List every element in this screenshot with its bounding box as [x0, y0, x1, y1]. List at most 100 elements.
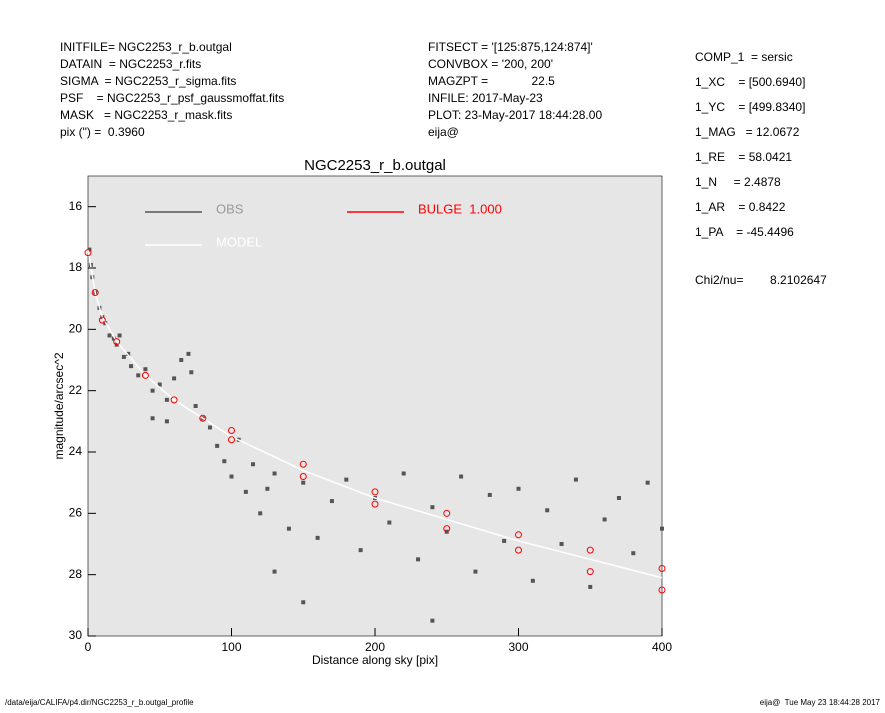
- header-line: INITFILE= NGC2253_r_b.outgal: [60, 40, 232, 54]
- bulge-point: [84, 249, 92, 257]
- bulge-point: [371, 500, 379, 508]
- bulge-point: [170, 396, 178, 404]
- obs-point: [265, 486, 270, 491]
- obs-point: [530, 578, 535, 583]
- obs-point: [222, 459, 227, 464]
- obs-point: [150, 388, 155, 393]
- param-line: 1_N = 2.4878: [695, 175, 781, 189]
- obs-point: [272, 471, 277, 476]
- x-tick-label: 400: [652, 640, 672, 654]
- y-tick-label: 26: [69, 506, 83, 520]
- header-line: PSF = NGC2253_r_psf_gaussmoffat.fits: [60, 91, 284, 105]
- bulge-point: [113, 338, 121, 346]
- obs-point: [473, 569, 478, 574]
- header-line: DATAIN = NGC2253_r.fits: [60, 57, 201, 71]
- obs-point: [286, 526, 291, 531]
- obs-point: [251, 462, 256, 467]
- y-tick-label: 18: [69, 260, 83, 274]
- obs-point: [559, 542, 564, 546]
- data-layer: [84, 247, 666, 623]
- obs-point: [660, 526, 664, 531]
- bulge-point: [515, 531, 522, 539]
- bulge-point: [658, 565, 666, 573]
- obs-point: [150, 416, 155, 421]
- obs-point: [143, 367, 148, 372]
- obs-point: [588, 584, 593, 589]
- header-line: FITSECT = '[125:875,124:874]': [428, 40, 593, 54]
- header-line: PLOT: 23-May-2017 18:44:28.00: [428, 108, 602, 122]
- obs-point: [129, 364, 134, 369]
- legend-label: OBS: [216, 201, 244, 216]
- obs-point: [315, 535, 320, 540]
- header-line: SIGMA = NGC2253_r_sigma.fits: [60, 74, 236, 88]
- bulge-point: [443, 509, 451, 517]
- obs-point: [344, 477, 349, 482]
- obs-point: [243, 489, 248, 494]
- bulge-point: [228, 436, 235, 444]
- y-tick-label: 16: [69, 199, 83, 213]
- obs-point: [164, 419, 169, 424]
- obs-point: [502, 538, 507, 543]
- obs-point: [193, 404, 198, 408]
- bulge-point: [299, 460, 307, 468]
- param-line: 1_AR = 0.8422: [695, 200, 786, 214]
- x-axis-label: Distance along sky [pix]: [312, 653, 438, 667]
- header-line: CONVBOX = '200, 200': [428, 57, 553, 71]
- chi2: Chi2/nu= 8.2102647: [695, 273, 827, 287]
- obs-point: [189, 370, 194, 375]
- x-tick-label: 300: [508, 640, 528, 654]
- obs-point: [430, 505, 435, 510]
- obs-point: [401, 471, 406, 476]
- bulge-point: [515, 546, 522, 554]
- bulge-point: [91, 289, 99, 297]
- param-line: 1_MAG = 12.0672: [695, 125, 800, 139]
- header-line: MASK = NGC2253_r_mask.fits: [60, 108, 232, 122]
- bulge-point: [299, 473, 307, 481]
- chart-title: NGC2253_r_b.outgal: [304, 157, 446, 174]
- obs-point: [387, 520, 392, 525]
- obs-point: [117, 333, 122, 338]
- obs-point: [111, 336, 116, 341]
- param-line: 1_YC = [499.8340]: [695, 100, 805, 114]
- x-tick-label: 0: [85, 640, 92, 654]
- y-tick-label: 30: [69, 628, 83, 642]
- obs-point: [121, 354, 126, 359]
- obs-point: [329, 499, 334, 504]
- obs-point: [136, 373, 141, 378]
- bulge-point: [141, 371, 149, 379]
- param-line: COMP_1 = sersic: [695, 50, 793, 64]
- header-line: eija@: [428, 125, 459, 139]
- obs-point: [459, 474, 464, 479]
- bulge-point: [443, 525, 451, 533]
- header-line: MAGZPT = 22.5: [428, 74, 555, 88]
- bulge-point: [586, 546, 594, 554]
- obs-point: [179, 358, 184, 362]
- obs-point: [416, 557, 421, 562]
- obs-point: [645, 480, 650, 485]
- obs-point: [516, 486, 521, 491]
- legend-label: BULGE 1.000: [418, 201, 502, 216]
- obs-point: [301, 600, 306, 605]
- bulge-point: [371, 488, 379, 496]
- obs-point: [358, 548, 363, 553]
- obs-point: [301, 480, 306, 485]
- obs-point: [272, 569, 277, 574]
- header-line: pix (") = 0.3960: [60, 125, 145, 139]
- y-tick-label: 20: [69, 322, 83, 336]
- bulge-point: [586, 568, 594, 576]
- obs-point: [631, 551, 636, 556]
- bulge-point: [658, 586, 666, 594]
- param-line: 1_RE = 58.0421: [695, 150, 792, 164]
- obs-point: [157, 382, 162, 387]
- param-line: 1_XC = [500.6940]: [695, 75, 805, 89]
- obs-point: [207, 425, 212, 430]
- obs-point: [164, 397, 169, 402]
- bulge-point: [199, 414, 207, 422]
- obs-point: [107, 333, 112, 338]
- y-axis-label: magnitude/arcsec^2: [52, 352, 66, 459]
- param-line: 1_PA = -45.4496: [695, 225, 794, 239]
- obs-point: [229, 474, 234, 479]
- obs-point: [215, 443, 220, 448]
- obs-point: [186, 351, 191, 356]
